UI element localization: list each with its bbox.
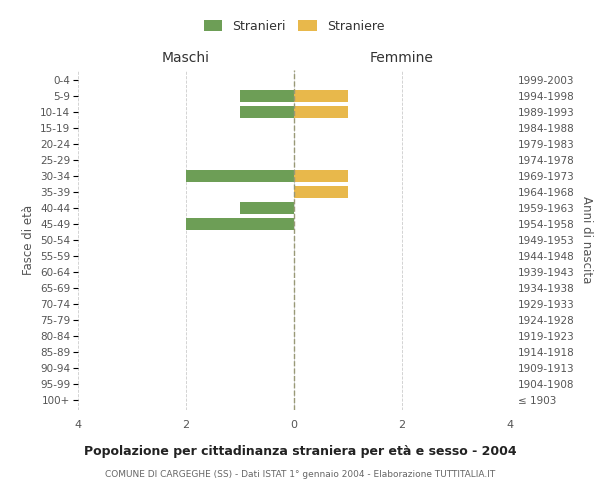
Bar: [186, 218, 294, 230]
Bar: [240, 106, 294, 118]
Bar: [186, 170, 294, 182]
Legend: Stranieri, Straniere: Stranieri, Straniere: [199, 15, 389, 38]
Text: Femmine: Femmine: [370, 51, 434, 65]
Y-axis label: Fasce di età: Fasce di età: [22, 205, 35, 275]
Text: COMUNE DI CARGEGHE (SS) - Dati ISTAT 1° gennaio 2004 - Elaborazione TUTTITALIA.I: COMUNE DI CARGEGHE (SS) - Dati ISTAT 1° …: [105, 470, 495, 479]
Text: Popolazione per cittadinanza straniera per età e sesso - 2004: Popolazione per cittadinanza straniera p…: [83, 445, 517, 458]
Bar: [240, 202, 294, 214]
Y-axis label: Anni di nascita: Anni di nascita: [580, 196, 593, 284]
Bar: [294, 186, 348, 198]
Bar: [294, 90, 348, 102]
Text: Maschi: Maschi: [162, 51, 210, 65]
Bar: [294, 170, 348, 182]
Bar: [294, 106, 348, 118]
Bar: [240, 90, 294, 102]
